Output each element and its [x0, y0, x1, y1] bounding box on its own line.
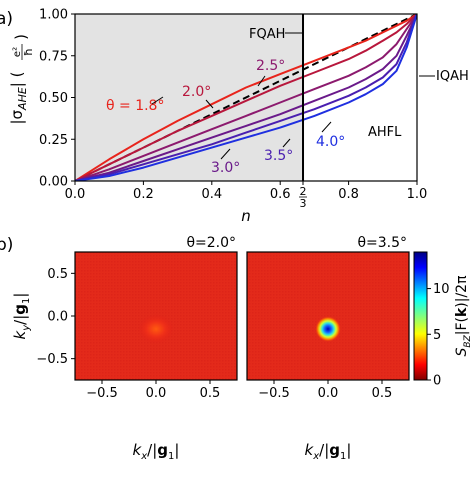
two-thirds-den: 3 [300, 197, 307, 210]
ahfl-label: AHFL [368, 125, 402, 140]
x-tick-label-a: 0.2 [133, 187, 154, 202]
colorbar-tick-label: 5 [433, 328, 441, 343]
x-axis-label-a: n [241, 207, 251, 225]
panel-label-a: a) [0, 9, 13, 29]
series-line-4 [75, 14, 417, 181]
colorbar-tick-label: 10 [433, 282, 450, 297]
x-tick-label-b2: 0.5 [372, 386, 393, 401]
x-tick-label-a: 0.4 [201, 187, 222, 202]
series-pointer-1-8 [151, 96, 164, 105]
y-tick-label-b: 0.5 [47, 267, 68, 282]
series-line-0 [75, 14, 417, 181]
series-label-3-0: 3.0° [211, 160, 240, 176]
svg-text:ky/|g1|: ky/|g1| [11, 293, 32, 340]
x-tick-label-b1: 0.5 [200, 386, 221, 401]
x-tick-label-a: 0.6 [270, 187, 291, 202]
shaded-fqah-region [75, 14, 304, 181]
series-pointer-3-0 [220, 148, 231, 160]
x-axis-label-b1: kx/|g1| [133, 441, 180, 462]
series-line-2 [75, 14, 417, 181]
y-tick-label-a: 1.00 [39, 8, 68, 23]
panel-label-b: b) [0, 235, 13, 255]
heatmap-title-2-0: θ=2.0° [186, 235, 236, 251]
x-tick-label-b1: 0.0 [146, 386, 167, 401]
panel-b-heatmaps: θ=2.0° θ=3.5° −0.5 0.0 0.5 −0.5 0.0 0.5 −0.5 0.… [11, 235, 473, 462]
y-axis-label-a: |σAHE| ( [8, 72, 29, 125]
heatmap-title-3-5: θ=3.5° [357, 235, 407, 251]
x-tick-label-b2: −0.5 [258, 386, 290, 401]
series-line-3 [75, 14, 417, 181]
series-label-1-8: θ = 1.8° [106, 98, 164, 114]
colorbar [413, 251, 428, 381]
series-label-2-5: 2.5° [256, 58, 285, 74]
x-axis-label-b2: kx/|g1| [305, 441, 352, 462]
y-frac-close: ) [12, 34, 30, 40]
fqah-label: FQAH [249, 27, 285, 42]
svg-text:SBZ|F(k)|/2π: SBZ|F(k)|/2π [454, 275, 473, 357]
heatmap-2-0 [74, 251, 238, 381]
x-tick-label-a: 0.8 [338, 187, 359, 202]
series-pointer-4-0 [321, 121, 332, 133]
series-label-2-0: 2.0° [182, 84, 211, 100]
heatmap-peak-3-5 [315, 316, 341, 342]
panel-a-line-chart: 0.0 0.2 0.4 0.6 0.8 1.0 23 0.00 0.25 0.50 0.75 1.00… [8, 8, 469, 226]
heatmap-3-5 [246, 251, 410, 381]
colorbar-label: SBZ|F(k)|/2π [454, 275, 473, 357]
svg-text:|σAHE| (: |σAHE| ( [8, 72, 29, 125]
series-line-5 [75, 14, 417, 181]
series-line-1 [75, 14, 417, 181]
x-tick-label-b1: −0.5 [86, 386, 118, 401]
y-frac-num: e² [12, 47, 23, 57]
series-label-4-0: 4.0° [316, 134, 345, 150]
y-frac-den: ħ [22, 48, 35, 56]
reference-dashed-line [75, 14, 417, 181]
series-label-3-5: 3.5° [264, 148, 293, 164]
x-tick-label-b2: 0.0 [318, 386, 339, 401]
y-tick-label-b: 0.0 [47, 310, 68, 325]
y-tick-label-a: 0.00 [39, 175, 68, 190]
series-pointer-2-5 [257, 75, 266, 87]
y-tick-label-a: 0.50 [39, 91, 68, 106]
heatmap-peak-2-0 [138, 314, 174, 344]
two-thirds-num: 2 [300, 185, 307, 198]
y-tick-label-a: 0.25 [39, 133, 68, 148]
x-tick-label-a: 1.0 [407, 187, 428, 202]
series-pointer-3-5 [282, 138, 291, 148]
y-axis-label-b: ky/|g1| [11, 293, 32, 340]
y-tick-label-b: −0.5 [36, 352, 68, 367]
y-tick-label-a: 0.75 [39, 49, 68, 64]
colorbar-tick-label: 0 [433, 374, 441, 389]
x-tick-label-a: 0.0 [65, 187, 86, 202]
iqah-label: IQAH [436, 69, 469, 84]
series-pointer-2-0 [205, 99, 214, 109]
